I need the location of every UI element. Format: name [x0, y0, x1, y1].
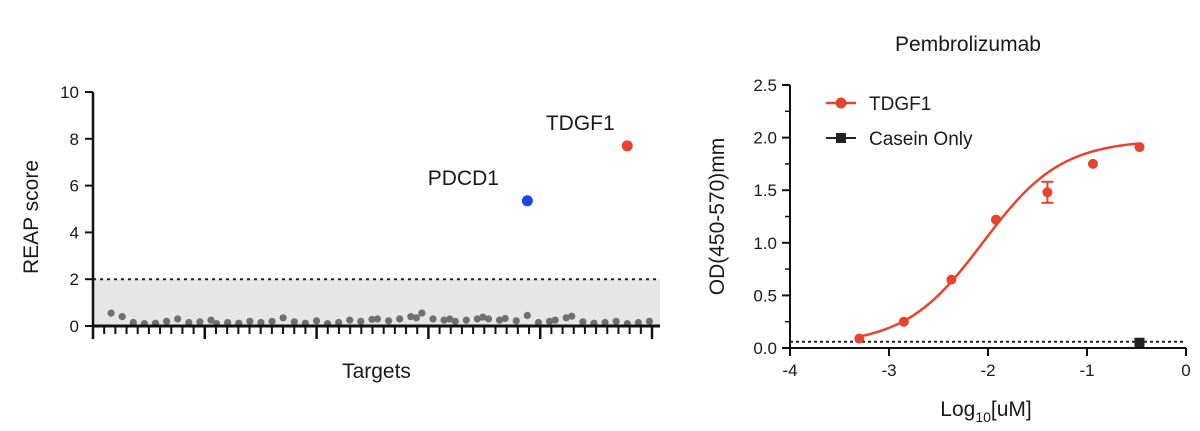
background-point	[429, 315, 437, 323]
background-point	[645, 317, 654, 325]
x-axis-title: Log10[uM]	[940, 398, 1031, 425]
legend-marker-casein	[836, 133, 846, 143]
background-point	[534, 318, 543, 327]
background-point	[568, 312, 576, 320]
x-ticks: -4 -3 -2 -1 0	[782, 348, 1191, 380]
tdgf1-point	[898, 316, 909, 327]
background-point	[512, 317, 520, 325]
x-axis-title-subscript: 10	[975, 409, 991, 425]
x-axis-title-rest: [uM]	[991, 398, 1032, 421]
background-point	[634, 318, 642, 327]
y-tick-label: 0.5	[753, 286, 777, 305]
x-axis-title-base: Log	[940, 398, 975, 421]
background-point	[163, 317, 171, 325]
background-point	[335, 318, 343, 327]
background-point	[545, 317, 554, 325]
background-point	[501, 314, 509, 323]
tdgf1-point	[1134, 142, 1145, 153]
legend: TDGF1 Casein Only	[826, 94, 973, 150]
background-point	[551, 316, 559, 324]
y-tick-label: 1.0	[753, 234, 777, 253]
y-ticks: 0 2 4 6 8 10	[60, 83, 93, 336]
background-point	[268, 317, 276, 325]
background-point	[412, 314, 420, 322]
x-tick-label: -2	[980, 361, 995, 380]
background-point	[396, 315, 404, 323]
background-point	[107, 309, 115, 317]
background-point	[496, 316, 504, 324]
x-axis-title: Targets	[342, 360, 411, 383]
background-point	[174, 315, 182, 323]
casein-only-point	[1134, 337, 1145, 348]
y-axis-title: OD(450-570)mm	[706, 138, 729, 296]
tdgf1-point	[990, 214, 1001, 225]
y-tick-label: 0.0	[753, 339, 777, 358]
y-tick-label: 8	[70, 130, 79, 149]
highlight-point-pdcd1	[521, 195, 533, 207]
x-tick-label: -3	[881, 361, 896, 380]
tdgf1-point	[854, 333, 865, 344]
background-point	[562, 314, 570, 322]
y-tick-label: 0	[70, 317, 79, 336]
background-point	[207, 316, 215, 324]
background-point	[407, 313, 415, 321]
dose-response-panel: Pembrolizumab 0.00.51.01.52.02.5 -4 -3 -2-…	[706, 33, 1191, 425]
x-tick-label: -4	[782, 361, 797, 380]
tdgf1-point	[1042, 187, 1053, 198]
background-point	[196, 318, 204, 326]
background-point	[479, 313, 487, 321]
tdgf1-point-label: TDGF1	[546, 112, 615, 135]
background-point	[418, 309, 426, 317]
x-tick-label: -1	[1079, 361, 1094, 380]
background-point	[346, 316, 354, 324]
background-point	[473, 315, 481, 323]
background-point	[601, 318, 609, 327]
x-tick-label: 0	[1181, 361, 1190, 380]
legend-label-tdgf1: TDGF1	[869, 94, 931, 115]
y-tick-label: 4	[70, 223, 79, 242]
background-point	[440, 316, 448, 324]
tdgf1-point	[946, 274, 957, 285]
background-point	[118, 313, 126, 321]
background-point	[579, 318, 587, 326]
background-point	[246, 317, 254, 325]
legend-marker-tdgf1	[835, 97, 847, 109]
background-point	[523, 311, 531, 320]
x-ticks	[91, 326, 654, 339]
chart-title: Pembrolizumab	[895, 33, 1041, 56]
background-point	[451, 317, 459, 325]
background-point	[185, 318, 193, 327]
highlighted-points	[521, 140, 633, 207]
y-tick-label: 2.5	[753, 76, 777, 95]
background-point	[368, 315, 376, 324]
background-point	[257, 318, 265, 327]
background-point	[312, 317, 321, 325]
background-point	[224, 318, 232, 327]
background-point	[373, 315, 382, 323]
highlight-point-tdgf1	[621, 140, 633, 152]
y-axis-title: REAP score	[20, 160, 43, 274]
background-point	[462, 316, 470, 324]
tdgf1-point	[1087, 158, 1098, 169]
y-ticks: 0.0 0.5 1.0 1.5 2.0 2.5	[753, 76, 790, 358]
y-tick-label: 1.5	[753, 181, 777, 200]
y-tick-label: 10	[60, 83, 79, 102]
y-tick-label: 2.0	[753, 129, 777, 148]
legend-label-casein: Casein Only	[869, 129, 973, 150]
background-point	[290, 318, 298, 326]
data-points	[854, 142, 1145, 348]
y-tick-label: 6	[70, 177, 79, 196]
background-point	[129, 318, 137, 327]
y-tick-label: 2	[70, 270, 79, 289]
background-point	[612, 317, 620, 325]
background-point	[385, 317, 393, 325]
background-point	[484, 315, 493, 323]
tdgf1-fit-curve	[859, 142, 1140, 338]
background-point	[357, 317, 365, 325]
background-point	[446, 315, 454, 323]
background-point	[279, 314, 287, 322]
reap-score-panel: 0 2 4 6 8 10 REAP score Targets TDGF1 PDCD1	[20, 83, 660, 383]
pdcd1-point-label: PDCD1	[428, 167, 499, 190]
